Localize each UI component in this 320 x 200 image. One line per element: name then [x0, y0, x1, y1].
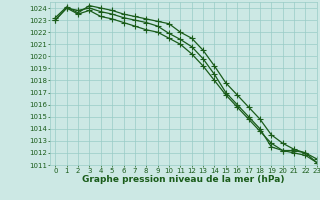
X-axis label: Graphe pression niveau de la mer (hPa): Graphe pression niveau de la mer (hPa): [82, 175, 284, 184]
